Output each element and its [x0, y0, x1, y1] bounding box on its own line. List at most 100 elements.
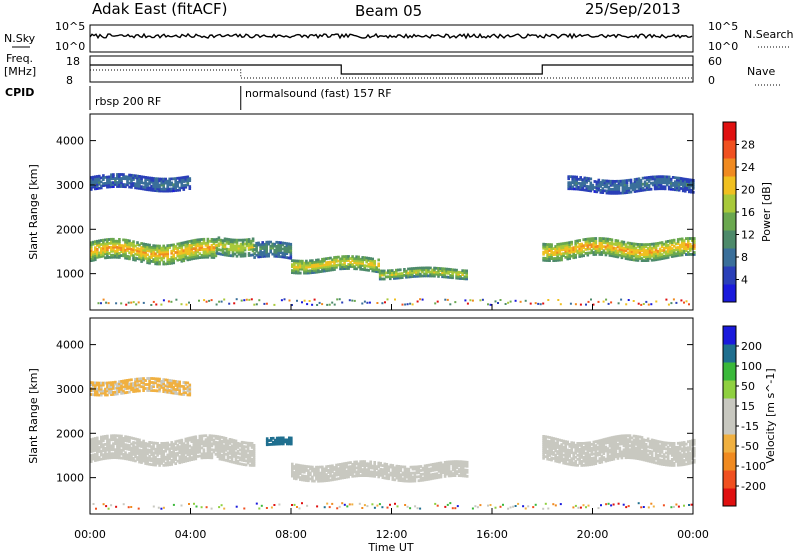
- heatmap-cell: [592, 442, 596, 446]
- heatmap-cell: [443, 271, 446, 275]
- heatmap-cell: [618, 241, 622, 245]
- heatmap-cell: [164, 246, 167, 250]
- heatmap-cell: [421, 466, 425, 470]
- heatmap-cell: [640, 442, 644, 445]
- heatmap-cell: [259, 249, 262, 253]
- heatmap-cell: [341, 267, 344, 271]
- heatmap-cell: [550, 458, 553, 462]
- heatmap-cell: [144, 188, 147, 191]
- heatmap-cell: [206, 436, 210, 440]
- heatmap-cell: [509, 300, 512, 303]
- heatmap-cell: [229, 242, 233, 246]
- heatmap-cell: [628, 251, 632, 255]
- heatmap-cell: [612, 246, 616, 250]
- heatmap-cell: [687, 243, 690, 246]
- heatmap-cell: [110, 185, 113, 189]
- heatmap-cell: [180, 440, 184, 444]
- heatmap-cell: [656, 250, 660, 253]
- heatmap-cell: [219, 238, 223, 242]
- heatmap-cell: [295, 469, 298, 473]
- heatmap-cell: [642, 458, 646, 462]
- heatmap-cell: [646, 455, 650, 459]
- heatmap-cell: [664, 244, 668, 248]
- heatmap-cell: [104, 393, 107, 397]
- heatmap-cell: [668, 241, 672, 245]
- heatmap-cell: [246, 459, 250, 463]
- heatmap-cell: [648, 243, 652, 246]
- heatmap-cell: [134, 455, 137, 459]
- heatmap-cell: [660, 257, 664, 260]
- heatmap-cell: [359, 474, 362, 477]
- heatmap-cell: [216, 445, 220, 448]
- heatmap-cell: [122, 437, 125, 440]
- heatmap-cell: [612, 250, 616, 254]
- heatmap-cell: [581, 182, 584, 186]
- heatmap-cell: [146, 253, 149, 257]
- heatmap-cell: [552, 253, 555, 256]
- heatmap-cell: [335, 477, 338, 481]
- heatmap-cell: [676, 457, 680, 461]
- heatmap-cell: [598, 249, 602, 252]
- heatmap-cell: [618, 249, 622, 253]
- heatmap-cell: [613, 187, 617, 191]
- heatmap-cell: [220, 444, 224, 447]
- heatmap-cell: [311, 259, 314, 263]
- heatmap-cell: [170, 189, 173, 193]
- heatmap-cell: [226, 453, 230, 457]
- heatmap-cell: [198, 438, 202, 442]
- heatmap-cell: [557, 299, 560, 301]
- heatmap-cell: [176, 246, 179, 250]
- heatmap-cell: [602, 448, 606, 451]
- heatmap-cell: [124, 254, 127, 258]
- heatmap-cell: [666, 457, 670, 461]
- heatmap-cell: [162, 442, 165, 445]
- heatmap-cell: [389, 471, 393, 475]
- heatmap-cell: [293, 261, 296, 265]
- heatmap-cell: [134, 451, 137, 455]
- heatmap-cell: [246, 441, 250, 445]
- heatmap-cell: [112, 448, 115, 452]
- heatmap-cell: [108, 444, 111, 448]
- heatmap-cell: [341, 259, 344, 263]
- heatmap-cell: [685, 442, 688, 446]
- heatmap-cell: [120, 389, 123, 393]
- heatmap-cell: [411, 465, 415, 469]
- heatmap-cell: [363, 462, 366, 465]
- heatmap-cell: [375, 268, 378, 271]
- heatmap-cell: [365, 470, 368, 473]
- heatmap-cell: [192, 443, 196, 447]
- heatmap-cell: [180, 245, 184, 249]
- heatmap-cell: [592, 237, 596, 240]
- heatmap-cell: [365, 474, 368, 477]
- heatmap-cell: [90, 176, 93, 179]
- heatmap-cell: [602, 450, 606, 453]
- heatmap-cell: [552, 439, 555, 442]
- heatmap-cell: [361, 474, 364, 477]
- heatmap-cell: [566, 448, 569, 452]
- heatmap-cell: [335, 467, 338, 471]
- heatmap-cell: [206, 448, 210, 452]
- heatmap-cell: [568, 454, 571, 458]
- heatmap-cell: [335, 263, 338, 267]
- heatmap-cell: [606, 251, 610, 255]
- heatmap-cell: [579, 176, 582, 179]
- heatmap-cell: [235, 250, 239, 254]
- heatmap-cell: [252, 462, 256, 465]
- heatmap-cell: [208, 249, 212, 253]
- heatmap-cell: [684, 183, 687, 187]
- heatmap-cell: [255, 245, 258, 249]
- heatmap-cell: [689, 459, 692, 463]
- heatmap-cell: [158, 250, 161, 254]
- heatmap-cell: [612, 441, 616, 445]
- heatmap-cell: [417, 268, 420, 272]
- heatmap-cell: [582, 463, 585, 467]
- heatmap-cell: [610, 450, 614, 453]
- heatmap-cell: [168, 262, 171, 265]
- heatmap-cell: [132, 258, 135, 262]
- heatmap-cell: [261, 253, 264, 256]
- heatmap-cell: [98, 186, 101, 190]
- heatmap-cell: [693, 237, 696, 240]
- heatmap-cell: [223, 251, 227, 255]
- heatmap-cell: [662, 256, 666, 260]
- heatmap-cell: [221, 249, 225, 252]
